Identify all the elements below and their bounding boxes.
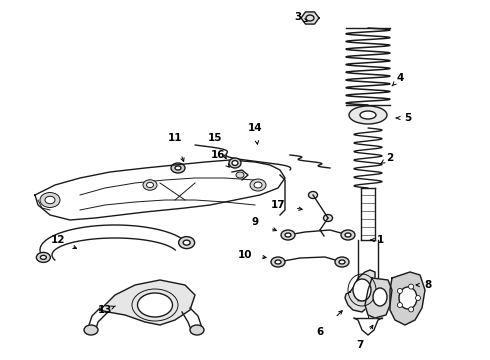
Polygon shape (345, 270, 375, 312)
Ellipse shape (179, 237, 195, 249)
Ellipse shape (138, 293, 172, 317)
Ellipse shape (271, 257, 285, 267)
Ellipse shape (360, 111, 376, 119)
Polygon shape (390, 272, 425, 325)
Ellipse shape (341, 230, 355, 240)
Text: 2: 2 (387, 153, 393, 163)
Ellipse shape (183, 240, 190, 245)
Ellipse shape (339, 260, 345, 264)
Ellipse shape (36, 252, 50, 262)
Text: 3: 3 (294, 12, 302, 22)
Ellipse shape (349, 106, 387, 124)
Ellipse shape (143, 180, 157, 190)
Ellipse shape (285, 233, 291, 237)
Ellipse shape (250, 179, 266, 191)
Text: 16: 16 (211, 150, 225, 160)
Ellipse shape (345, 233, 351, 237)
Polygon shape (301, 12, 319, 24)
Text: 9: 9 (251, 217, 259, 227)
Ellipse shape (373, 288, 387, 306)
Ellipse shape (397, 302, 402, 307)
Text: 14: 14 (247, 123, 262, 133)
Ellipse shape (416, 296, 420, 301)
Ellipse shape (254, 182, 262, 188)
Ellipse shape (229, 158, 241, 168)
Polygon shape (100, 280, 195, 325)
Ellipse shape (409, 284, 414, 289)
Ellipse shape (236, 172, 244, 178)
Polygon shape (365, 278, 392, 318)
Text: 5: 5 (404, 113, 412, 123)
Ellipse shape (323, 215, 333, 221)
Ellipse shape (232, 161, 238, 166)
Ellipse shape (190, 325, 204, 335)
Text: 7: 7 (356, 340, 364, 350)
Ellipse shape (399, 287, 417, 309)
Text: 1: 1 (376, 235, 384, 245)
Ellipse shape (281, 230, 295, 240)
Ellipse shape (275, 260, 281, 264)
Text: 11: 11 (168, 133, 182, 143)
Ellipse shape (147, 183, 153, 188)
Text: 10: 10 (238, 250, 252, 260)
Ellipse shape (171, 163, 185, 173)
Text: 17: 17 (270, 200, 285, 210)
Text: 6: 6 (317, 327, 323, 337)
Ellipse shape (40, 255, 47, 260)
Ellipse shape (40, 193, 60, 207)
Ellipse shape (353, 279, 371, 301)
Ellipse shape (397, 288, 402, 293)
Text: 8: 8 (424, 280, 432, 290)
Ellipse shape (335, 257, 349, 267)
Ellipse shape (84, 325, 98, 335)
Ellipse shape (45, 196, 55, 204)
Text: 13: 13 (98, 305, 112, 315)
Text: 15: 15 (208, 133, 222, 143)
Ellipse shape (409, 307, 414, 312)
Ellipse shape (175, 166, 181, 170)
Ellipse shape (309, 192, 318, 198)
Text: 12: 12 (51, 235, 65, 245)
Text: 4: 4 (396, 73, 404, 83)
